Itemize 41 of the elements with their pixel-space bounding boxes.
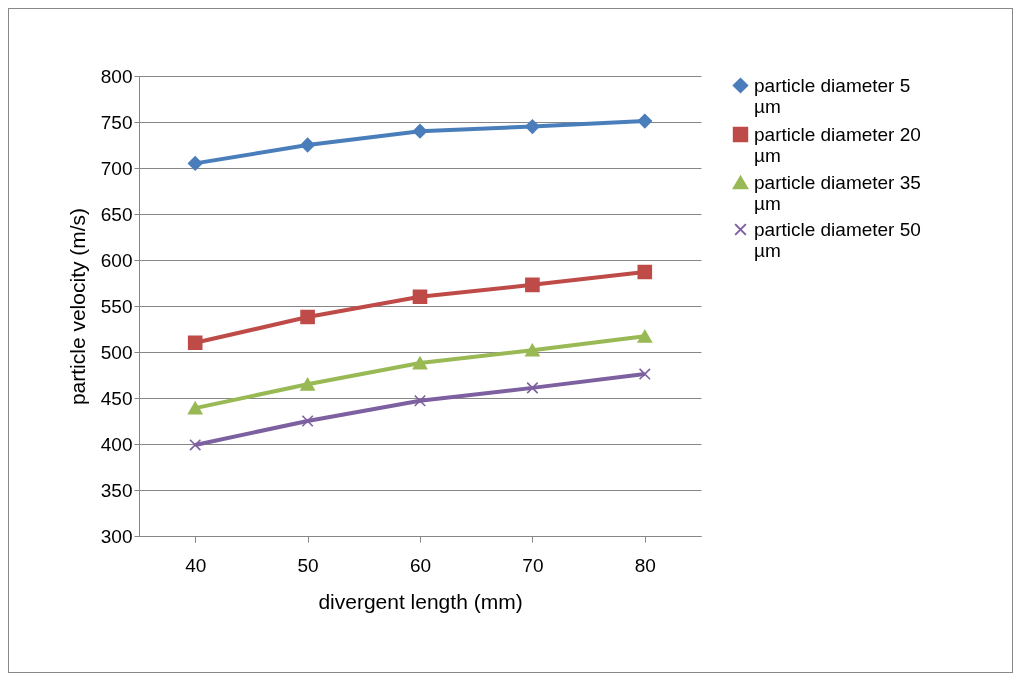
y-tick-label: 400 xyxy=(100,433,133,455)
x-tick-label: 40 xyxy=(185,554,207,576)
y-tick-label: 700 xyxy=(100,157,133,179)
point xyxy=(300,309,315,325)
y-tick-label: 500 xyxy=(100,341,133,363)
point xyxy=(189,438,202,451)
point xyxy=(525,277,540,293)
point xyxy=(301,414,314,428)
point xyxy=(412,289,428,305)
x-tick-label: 50 xyxy=(297,554,319,576)
point xyxy=(413,394,427,407)
point xyxy=(187,335,203,351)
y-tick-label: 350 xyxy=(100,479,133,501)
legend-label: particle diameter 50 µm xyxy=(754,218,921,261)
y-tick-label: 650 xyxy=(100,203,133,225)
y-tick-label: 300 xyxy=(100,525,133,547)
y-tick-label: 600 xyxy=(100,249,133,271)
x-tick-label: 80 xyxy=(634,554,656,576)
y-tick-label: 750 xyxy=(100,111,133,133)
x-tick-label: 60 xyxy=(409,554,432,576)
y-axis-title: particle velocity (m/s) xyxy=(65,207,89,406)
x-axis-title: divergent length (mm) xyxy=(318,589,523,613)
point xyxy=(526,381,539,394)
point xyxy=(300,137,315,153)
point xyxy=(525,119,540,134)
point xyxy=(637,264,653,280)
x-tick-label: 70 xyxy=(522,554,544,576)
point xyxy=(638,368,651,381)
point xyxy=(412,123,428,139)
point xyxy=(300,377,315,391)
y-tick-label: 550 xyxy=(100,295,133,317)
legend-label: particle diameter 5 µm xyxy=(754,74,911,117)
y-tick-label: 450 xyxy=(100,387,133,409)
point xyxy=(187,401,203,415)
point xyxy=(525,343,540,357)
point xyxy=(412,356,428,370)
legend-label: particle diameter 20 µm xyxy=(754,123,921,166)
point xyxy=(187,156,203,171)
point xyxy=(637,329,653,343)
point xyxy=(637,113,653,129)
y-tick-label: 800 xyxy=(100,65,133,87)
